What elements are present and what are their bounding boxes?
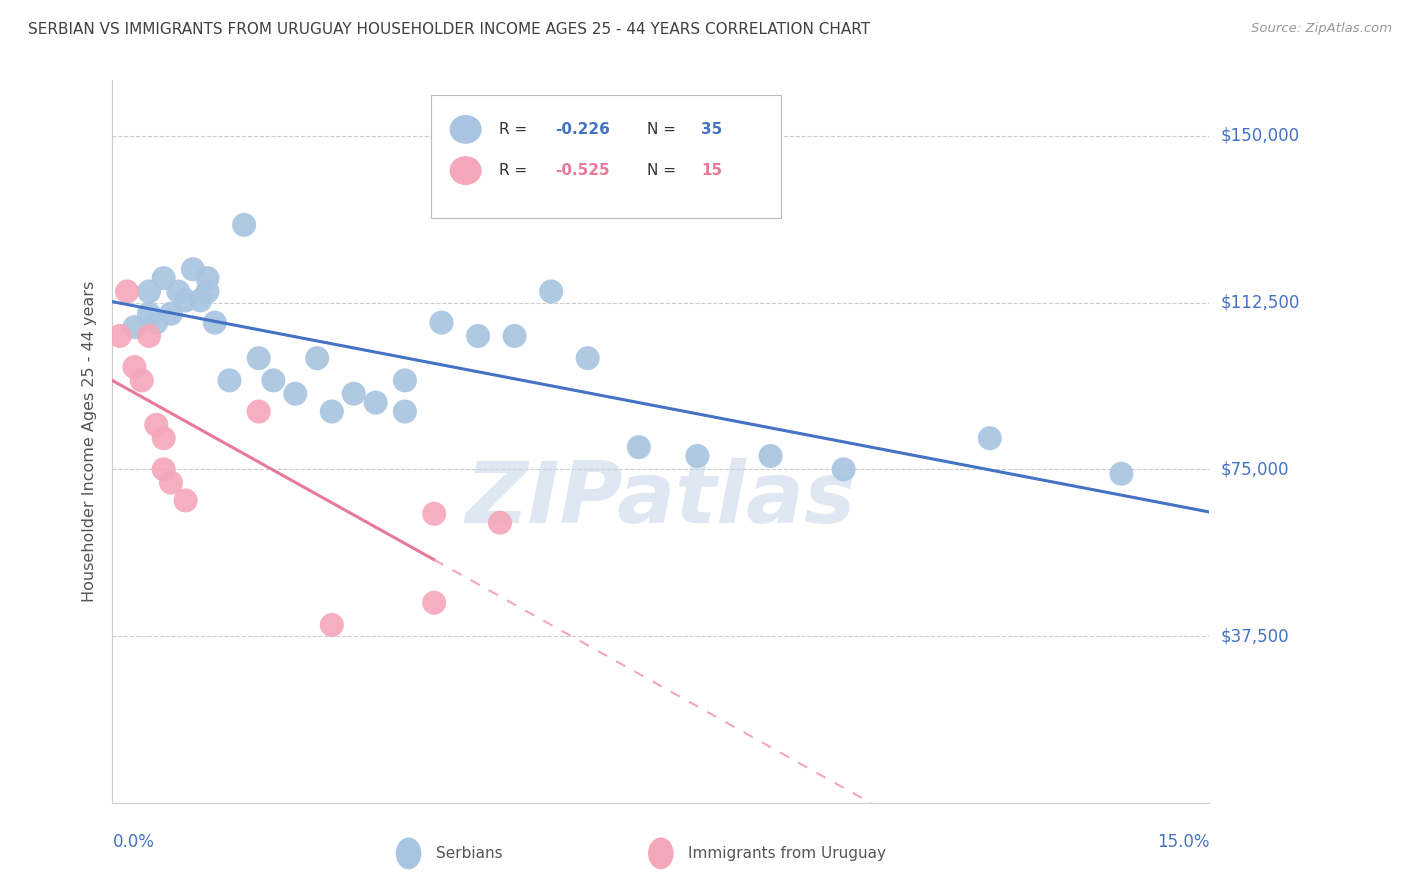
Point [503,329,526,343]
Point [627,440,650,454]
Point [197,271,219,285]
Text: -0.525: -0.525 [555,163,610,178]
Point [284,386,307,401]
Point [188,293,211,308]
Point [167,285,190,299]
Point [832,462,855,476]
Ellipse shape [450,157,481,185]
Point [145,316,167,330]
Point [1111,467,1133,481]
Text: Source: ZipAtlas.com: Source: ZipAtlas.com [1251,22,1392,36]
Point [343,386,366,401]
Point [145,417,167,432]
Point [160,307,183,321]
Point [307,351,329,366]
Point [262,373,284,387]
Point [204,316,226,330]
Text: 35: 35 [702,122,723,136]
Point [321,618,343,632]
Point [152,271,174,285]
Point [131,373,153,387]
Point [174,493,197,508]
Ellipse shape [450,116,481,143]
Y-axis label: Householder Income Ages 25 - 44 years: Householder Income Ages 25 - 44 years [82,281,97,602]
Point [489,516,512,530]
FancyBboxPatch shape [430,95,782,218]
Point [540,285,562,299]
Point [108,329,131,343]
Point [138,285,160,299]
Point [247,404,270,418]
Text: 15.0%: 15.0% [1157,833,1209,851]
Text: Immigrants from Uruguay: Immigrants from Uruguay [689,846,886,861]
Point [124,360,146,375]
Point [467,329,489,343]
Point [759,449,782,463]
Point [181,262,204,277]
Point [394,404,416,418]
Point [247,351,270,366]
Point [115,285,138,299]
Point [233,218,256,232]
Ellipse shape [396,838,420,869]
Point [423,507,446,521]
Point [138,307,160,321]
Point [197,285,219,299]
Text: $150,000: $150,000 [1220,127,1299,145]
Text: N =: N = [647,122,681,136]
Text: ZIPatlas: ZIPatlas [465,458,856,541]
Text: $75,000: $75,000 [1220,460,1289,478]
Point [152,431,174,445]
Text: 15: 15 [702,163,723,178]
Point [430,316,453,330]
Point [423,596,446,610]
Text: Serbians: Serbians [436,846,502,861]
Point [576,351,599,366]
Point [394,373,416,387]
Ellipse shape [648,838,673,869]
Point [686,449,709,463]
Point [364,395,387,409]
Point [979,431,1001,445]
Text: SERBIAN VS IMMIGRANTS FROM URUGUAY HOUSEHOLDER INCOME AGES 25 - 44 YEARS CORRELA: SERBIAN VS IMMIGRANTS FROM URUGUAY HOUSE… [28,22,870,37]
Text: R =: R = [499,163,531,178]
Text: 0.0%: 0.0% [112,833,155,851]
Text: $112,500: $112,500 [1220,293,1299,311]
Point [321,404,343,418]
Text: $37,500: $37,500 [1220,627,1289,645]
Point [138,329,160,343]
Point [218,373,240,387]
Text: R =: R = [499,122,531,136]
Point [124,320,146,334]
Text: -0.226: -0.226 [555,122,610,136]
Point [152,462,174,476]
Point [174,293,197,308]
Point [160,475,183,490]
Text: N =: N = [647,163,681,178]
